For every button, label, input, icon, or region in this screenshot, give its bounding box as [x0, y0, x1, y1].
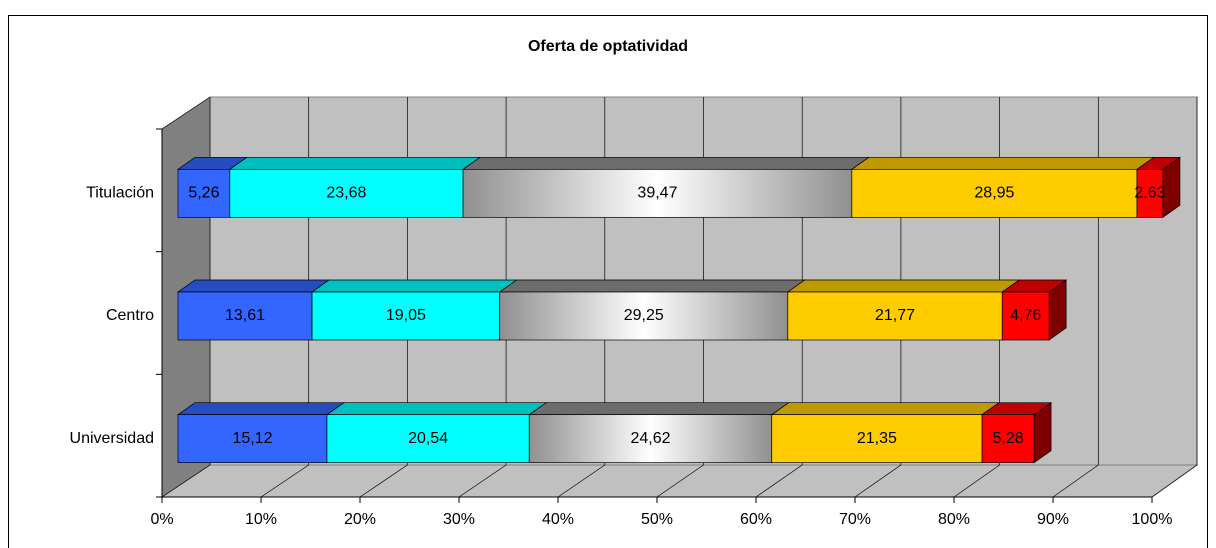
- x-tick-label: 90%: [1037, 511, 1069, 528]
- floor: [160, 464, 1199, 498]
- bar-segment: [1135, 156, 1182, 219]
- value-label: 29,25: [624, 307, 664, 324]
- floor-grid-line: [953, 464, 1000, 498]
- x-tick-label: 10%: [245, 511, 277, 528]
- value-label: 21,77: [875, 307, 915, 324]
- x-tick-label: 80%: [938, 511, 970, 528]
- bar-front: [177, 291, 313, 341]
- x-tick-label: 30%: [443, 511, 475, 528]
- chart-title: Oferta de optatividad: [528, 38, 688, 55]
- bar-front: [311, 291, 501, 341]
- floor-grid-line: [656, 464, 704, 498]
- y-tick-label: Universidad: [70, 430, 154, 447]
- value-label: 5,28: [992, 430, 1023, 447]
- value-label: 39,47: [637, 185, 677, 202]
- bar-top: [310, 279, 518, 293]
- value-label: 4,76: [1010, 307, 1041, 324]
- value-label: 24,62: [630, 430, 670, 447]
- bar-top: [528, 402, 790, 416]
- bar-front: [1136, 168, 1164, 218]
- floor-grid-line: [260, 464, 309, 498]
- y-tick-label: Titulación: [86, 185, 154, 202]
- bar-top: [228, 156, 482, 170]
- floor-grid-line: [1151, 464, 1198, 498]
- bar-front: [1001, 291, 1050, 341]
- bar-front: [177, 414, 328, 464]
- bar-segment: [1001, 279, 1068, 341]
- value-label: 5,26: [188, 185, 219, 202]
- bar-top: [850, 156, 1156, 170]
- bar-top: [461, 156, 870, 170]
- value-label: 20,54: [408, 430, 448, 447]
- x-tick-label: 60%: [740, 511, 772, 528]
- bar-top: [176, 279, 331, 293]
- bar-front: [326, 414, 530, 464]
- value-label: 2,63: [1134, 185, 1165, 202]
- bar-front: [771, 414, 983, 464]
- bar-segment: [980, 401, 1053, 464]
- x-tick-label: 20%: [344, 511, 376, 528]
- value-label: 19,05: [386, 307, 426, 324]
- bar-front: [499, 291, 789, 341]
- floor-grid-line: [557, 464, 605, 498]
- value-label: 13,61: [225, 307, 265, 324]
- bar-front: [229, 168, 464, 218]
- value-label: 15,12: [232, 430, 272, 447]
- bar-top: [176, 402, 346, 416]
- x-tick-label: 70%: [839, 511, 871, 528]
- x-tick-label: 50%: [641, 511, 673, 528]
- floor-grid-line: [854, 464, 902, 498]
- bar-top: [770, 402, 1001, 416]
- value-label: 23,68: [326, 185, 366, 202]
- value-label: 21,35: [857, 430, 897, 447]
- floor-grid-line: [1052, 464, 1099, 498]
- bar-segment: [528, 401, 790, 464]
- bar-front: [787, 291, 1003, 341]
- floor-grid-line: [458, 464, 507, 498]
- bar-segment: [850, 156, 1156, 219]
- floor-grid-line: [755, 464, 803, 498]
- bar-segment: [325, 401, 548, 464]
- bar-front: [981, 414, 1035, 464]
- bar-top: [786, 279, 1021, 293]
- bar-front: [177, 168, 231, 218]
- x-tick-label: 0%: [150, 511, 173, 528]
- floor-grid-line: [161, 464, 211, 498]
- bar-top: [498, 279, 806, 293]
- y-tick-label: Centro: [106, 307, 154, 324]
- bar-top: [325, 402, 548, 416]
- bar-front: [851, 168, 1138, 218]
- bar-front: [462, 168, 853, 218]
- floor-grid-line: [359, 464, 408, 498]
- x-tick-label: 100%: [1132, 511, 1173, 528]
- x-tick-label: 40%: [542, 511, 574, 528]
- value-label: 28,95: [974, 185, 1014, 202]
